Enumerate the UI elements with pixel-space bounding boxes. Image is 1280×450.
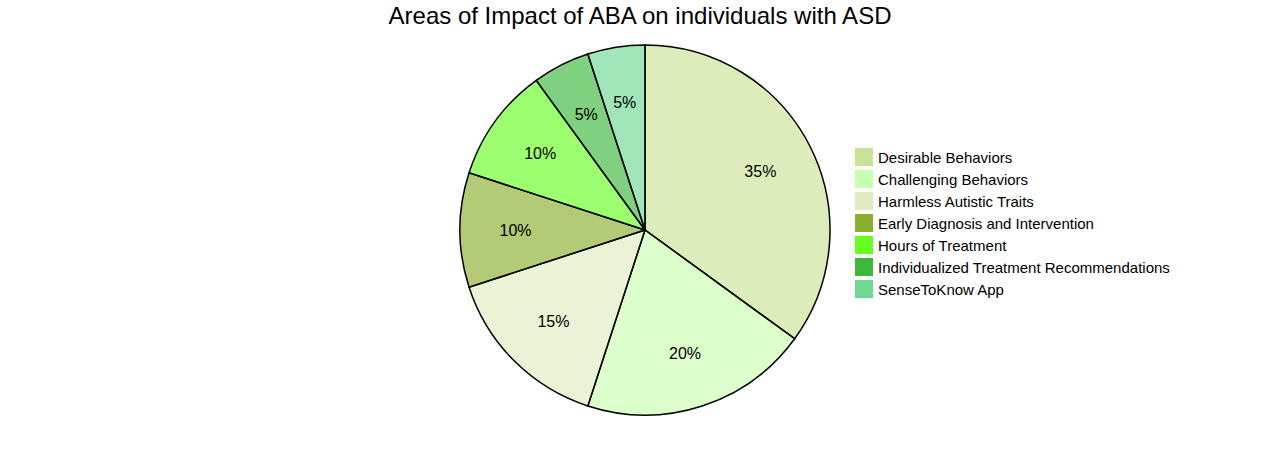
html-text:Areas of Impact of ABA on indi: Areas of Impact of ABA on individuals wi… <box>388 2 892 29</box>
svg-text:10%: 10% <box>524 145 556 162</box>
svg-text:5%: 5% <box>613 94 636 111</box>
svg-text:15%: 15% <box>537 313 569 330</box>
svg-text:10%: 10% <box>499 222 531 239</box>
html-text:Challenging Behaviors: Challenging Behaviors <box>878 170 1029 188</box>
svg-text:20%: 20% <box>669 345 701 362</box>
html-text:Early Diagnosis and Interventi: Early Diagnosis and Intervention <box>878 214 1094 232</box>
html-text:Individualized Treatment Recom: Individualized Treatment Recommendations <box>878 258 1170 276</box>
html-text:Harmless Autistic Traits: Harmless Autistic Traits <box>878 192 1034 210</box>
svg-text:35%: 35% <box>744 163 776 180</box>
svg-text:5%: 5% <box>575 106 598 123</box>
html-text:Desirable Behaviors: Desirable Behaviors <box>878 148 1013 166</box>
html-text:SenseToKnow App: SenseToKnow App <box>878 280 1004 298</box>
html-text:Hours of Treatment: Hours of Treatment <box>878 236 1007 254</box>
